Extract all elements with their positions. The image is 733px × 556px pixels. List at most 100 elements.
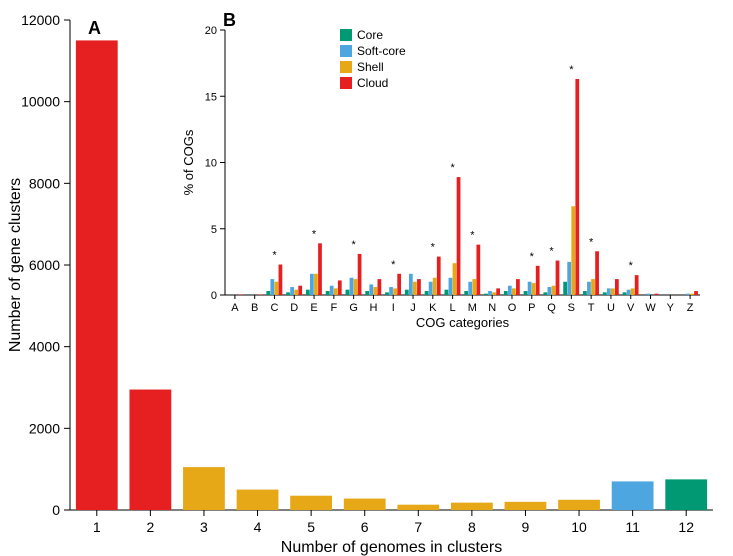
panel-b-ylabel: % of COGs (181, 129, 196, 195)
panel-b-bar (556, 261, 560, 295)
panel-b-bar (433, 278, 437, 295)
significance-star: * (450, 162, 455, 174)
panel-b-bar (516, 279, 520, 295)
panel-b-bar (377, 279, 381, 295)
significance-star: * (391, 259, 396, 271)
panel-b-xtick-label: C (271, 302, 279, 314)
significance-star: * (569, 64, 574, 76)
panel-b-bar (488, 291, 492, 295)
panel-a-ytick-label: 6000 (29, 257, 60, 273)
panel-a-ytick-label: 2000 (29, 420, 60, 436)
panel-b-bar (646, 294, 650, 295)
panel-b-bar (591, 279, 595, 295)
panel-b-bar (306, 290, 310, 295)
panel-b-bar (457, 177, 461, 295)
panel-b-bar (484, 294, 488, 295)
significance-star: * (431, 242, 436, 254)
panel-b-xtick-label: N (488, 302, 496, 314)
panel-b-bar (536, 266, 540, 295)
legend-label: Shell (357, 60, 384, 74)
panel-b-xtick-label: K (429, 302, 437, 314)
legend-swatch (340, 77, 352, 89)
panel-b-ytick-label: 10 (205, 158, 217, 170)
panel-a-bar (183, 467, 225, 510)
panel-b-bar (286, 292, 290, 295)
panel-b-bar (444, 290, 448, 295)
panel-b-xtick-label: Z (687, 302, 694, 314)
panel-b-bar (318, 243, 322, 295)
significance-star: * (272, 250, 277, 262)
panel-b-bar (655, 294, 659, 295)
panel-a-svg: 0200040006000800010000120001234567891011… (0, 0, 733, 556)
panel-a-ytick-label: 12000 (21, 12, 60, 28)
panel-b-bar (449, 278, 453, 295)
panel-b-bar (346, 290, 350, 295)
panel-b-bar (413, 282, 417, 295)
legend-swatch (340, 45, 352, 57)
panel-a-bar (344, 499, 386, 510)
panel-a-bar (665, 479, 707, 510)
panel-b-bar (464, 291, 468, 295)
legend-item: Soft-core (340, 44, 406, 58)
panel-b-bar (350, 278, 354, 295)
panel-b-xtick-label: E (310, 302, 317, 314)
panel-a-ytick-label: 8000 (29, 175, 60, 191)
panel-a-xtick-label: 12 (678, 519, 694, 535)
panel-b-ytick-label: 15 (205, 91, 217, 103)
panel-a-bar (397, 505, 439, 510)
panel-b-bar (524, 291, 528, 295)
panel-b-bar (583, 291, 587, 295)
legend-swatch (340, 29, 352, 41)
panel-b-xtick-label: S (568, 302, 575, 314)
panel-a-xtick-label: 3 (200, 519, 208, 535)
panel-b-bar (326, 291, 330, 295)
legend-label: Core (357, 28, 383, 42)
panel-b-bar (571, 206, 575, 295)
panel-a-ytick-label: 4000 (29, 339, 60, 355)
panel-b-bar (623, 292, 627, 295)
panel-a-xtick-label: 9 (522, 519, 530, 535)
panel-b-bar (334, 288, 338, 295)
panel-a-xtick-label: 10 (571, 519, 587, 535)
legend-item: Cloud (340, 76, 388, 90)
panel-a-ytick-label: 10000 (21, 94, 60, 110)
panel-a-xtick-label: 4 (254, 519, 262, 535)
panel-b-bar (635, 275, 639, 295)
panel-b-bar (429, 282, 433, 295)
panel-b-xlabel: COG categories (416, 315, 510, 330)
panel-b-bar (508, 286, 512, 295)
panel-b-bar (615, 279, 619, 295)
figure-container: 0200040006000800010000120001234567891011… (0, 0, 733, 556)
panel-b-bar (694, 291, 698, 295)
panel-b-bar (603, 292, 607, 295)
legend-swatch (340, 61, 352, 73)
panel-b-xtick-label: G (349, 302, 358, 314)
significance-star: * (589, 236, 594, 248)
panel-b-bar (627, 290, 631, 295)
panel-a-bar (76, 40, 118, 510)
panel-b-bar (417, 279, 421, 295)
panel-b-bar (425, 291, 429, 295)
panel-a-bar (612, 481, 654, 510)
panel-b-bar (389, 287, 393, 295)
panel-b-xtick-label: U (607, 302, 615, 314)
panel-b-xtick-label: M (468, 302, 477, 314)
panel-b-bar (385, 292, 389, 295)
panel-b-bar (393, 288, 397, 295)
significance-star: * (470, 230, 475, 242)
panel-b-ytick-label: 5 (211, 224, 217, 236)
panel-b-bar (472, 279, 476, 295)
panel-b-bar (373, 287, 377, 295)
panel-b-bar (338, 280, 342, 295)
panel-b-bar (437, 257, 441, 295)
panel-b-bar (563, 282, 567, 295)
panel-b-bar (294, 290, 298, 295)
panel-b-xtick-label: P (528, 302, 535, 314)
panel-b-bar (279, 265, 283, 295)
legend-label: Cloud (357, 76, 388, 90)
panel-b-xtick-label: H (369, 302, 377, 314)
significance-star: * (530, 251, 535, 263)
panel-a-xtick-label: 8 (468, 519, 476, 535)
panel-b-bar (290, 287, 294, 295)
panel-b-bar (532, 283, 536, 295)
